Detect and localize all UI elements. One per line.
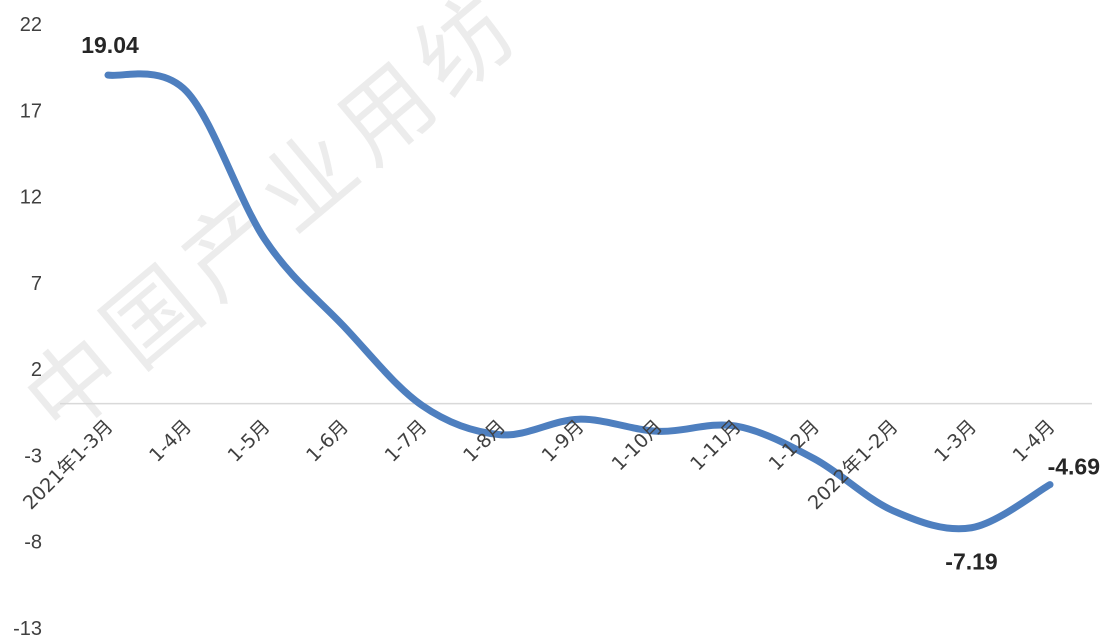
data-label: -4.69 (1048, 454, 1100, 480)
y-tick-label: 2 (31, 359, 42, 381)
y-axis: 22 17 12 7 2 -3 -8 -13 (13, 14, 42, 638)
x-tick-label: 1-7月 (381, 416, 432, 467)
x-tick-label: 1-12月 (765, 416, 824, 475)
y-tick-label: -13 (13, 618, 42, 638)
series-line (104, 70, 1054, 533)
x-tick-label: 1-6月 (302, 416, 353, 467)
y-tick-label: -3 (24, 445, 42, 467)
y-tick-label: 22 (20, 14, 42, 36)
data-label: -7.19 (945, 549, 997, 575)
y-tick-label: -8 (24, 532, 42, 554)
x-tick-label: 1-8月 (459, 416, 510, 467)
y-tick-label: 12 (20, 187, 42, 209)
data-label: 19.04 (81, 32, 139, 58)
x-tick-label: 1-4月 (145, 416, 196, 467)
x-tick-label: 1-5月 (224, 416, 275, 467)
data-labels: 19.04 -7.19 -4.69 (81, 32, 1100, 575)
y-tick-label: 17 (20, 100, 42, 122)
y-tick-label: 7 (31, 273, 42, 295)
x-tick-label: 1-3月 (930, 416, 981, 467)
